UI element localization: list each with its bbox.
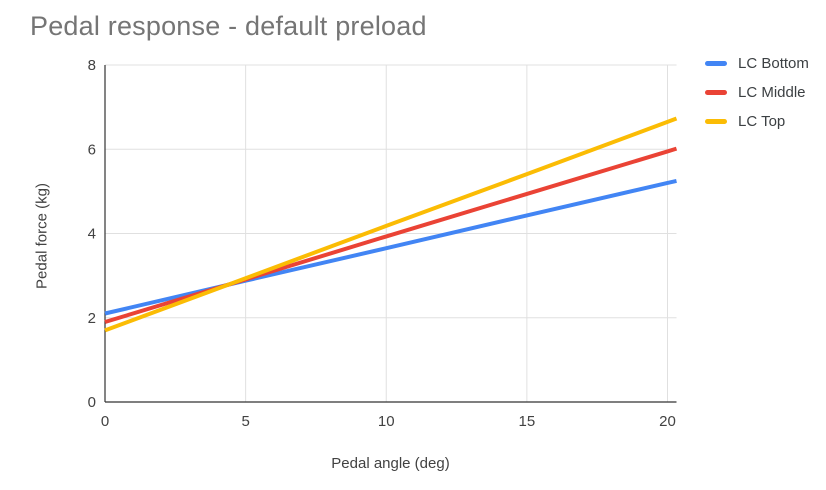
y-tick-label-2: 2	[88, 310, 96, 327]
y-axis-title: Pedal force (kg)	[33, 183, 51, 289]
legend-label-lc-middle: LC Middle	[738, 84, 806, 101]
legend-swatch-lc-top	[705, 119, 727, 124]
legend-item-lc-middle[interactable]: LC Middle	[705, 78, 809, 107]
series-line-lc-middle[interactable]	[104, 146, 678, 324]
legend-swatch-lc-bottom	[705, 61, 727, 66]
legend-item-lc-bottom[interactable]: LC Bottom	[705, 49, 809, 78]
legend-label-lc-bottom: LC Bottom	[738, 55, 809, 72]
legend: LC Bottom LC Middle LC Top	[705, 49, 809, 136]
series-line-lc-top[interactable]	[104, 116, 678, 333]
x-tick-label-10: 10	[378, 413, 395, 430]
series-line-lc-bottom[interactable]	[104, 178, 677, 316]
x-tick-label-0: 0	[101, 413, 109, 430]
x-tick-label-5: 5	[241, 413, 249, 430]
y-tick-label-6: 6	[88, 141, 96, 158]
y-tick-label-0: 0	[88, 394, 96, 411]
legend-label-lc-top: LC Top	[738, 113, 786, 130]
x-tick-label-20: 20	[659, 413, 676, 430]
y-tick-label-4: 4	[88, 226, 96, 243]
x-axis-title: Pedal angle (deg)	[331, 455, 450, 472]
x-tick-label-15: 15	[519, 413, 536, 430]
chart-title: Pedal response - default preload	[30, 11, 427, 41]
y-tick-label-8: 8	[88, 57, 96, 74]
legend-item-lc-top[interactable]: LC Top	[705, 107, 809, 136]
legend-swatch-lc-middle	[705, 90, 727, 95]
